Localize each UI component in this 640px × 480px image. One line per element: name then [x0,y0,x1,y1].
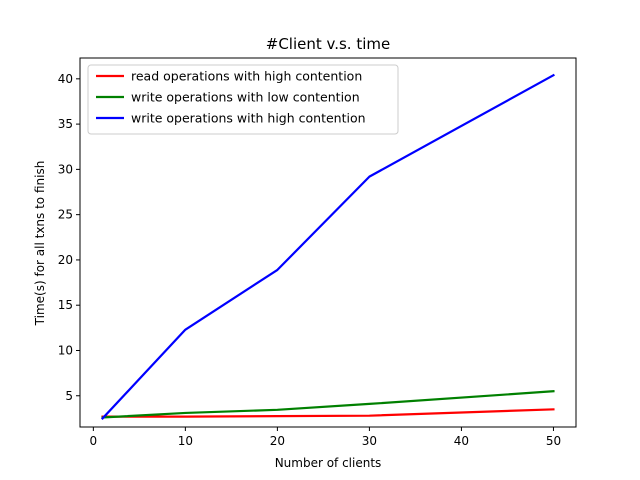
plot-area: 0 10 20 30 40 50 5 10 15 20 25 30 35 40 read operation… [58,57,577,448]
y-tick-label: 30 [58,162,73,176]
y-tick-label: 35 [58,117,73,131]
x-tick-label: 20 [270,434,285,448]
legend-label-0: read operations with high contention [131,69,362,84]
x-axis-label: Number of clients [275,456,382,470]
y-tick-label: 40 [58,72,73,86]
axes-frame [79,57,577,428]
y-tick-label: 5 [65,389,73,403]
legend-box [87,64,399,135]
x-tick-label: 10 [178,434,193,448]
x-tick-label: 30 [362,434,377,448]
chart-title: #Client v.s. time [266,35,390,53]
y-tick-label: 25 [58,208,73,222]
y-tick-label: 15 [58,298,73,312]
legend-label-2: write operations with high contention [131,111,366,126]
legend-label-1: write operations with low contention [131,90,360,105]
y-axis-label: Time(s) for all txns to finish [33,161,47,327]
y-tick-label: 20 [58,253,73,267]
series-line-1 [101,390,555,419]
x-tick-label: 50 [546,434,561,448]
series-line-0 [101,408,555,418]
series-line-2 [100,73,555,420]
x-tick-label: 0 [90,434,98,448]
x-tick-label: 40 [454,434,469,448]
y-tick-label: 10 [58,343,73,357]
